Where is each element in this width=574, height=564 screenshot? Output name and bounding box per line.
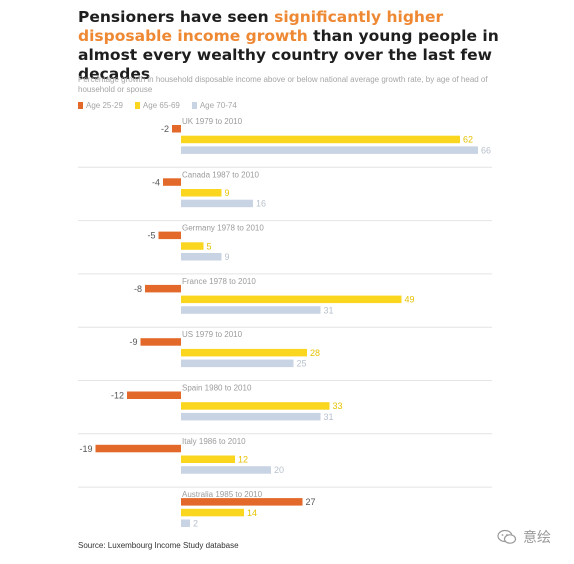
bar-age-65-69	[181, 402, 330, 410]
legend-swatch-age-70-74	[191, 101, 197, 109]
group-germany-1978-to-2010: Germany 1978 to 2010 -5 5 9	[78, 220, 492, 262]
value-label: 28	[310, 348, 320, 358]
bar-age-70-74	[181, 412, 321, 421]
category-label: Germany 1978 to 2010	[182, 224, 264, 233]
value-label: 14	[247, 508, 257, 518]
legend-item-age-70-74: Age 70-74	[191, 100, 237, 110]
value-label: 27	[306, 497, 316, 507]
group-uk-1979-to-2010: UK 1979 to 2010 -2 62 66	[161, 117, 491, 155]
bar-age-25-29	[163, 178, 181, 186]
value-label: 66	[481, 145, 491, 155]
bar-age-25-29	[140, 338, 181, 346]
value-label: 2	[193, 519, 198, 529]
value-label: 16	[256, 199, 266, 209]
legend-swatch-age-65-69	[134, 101, 140, 109]
legend: Age 25-29 Age 65-69 Age 70-74	[78, 100, 237, 110]
value-label: 25	[297, 359, 307, 369]
bar-age-65-69	[181, 348, 307, 357]
source-note: Source: Luxembourg Income Study database	[78, 541, 239, 550]
value-label: 12	[238, 455, 248, 465]
category-label: Canada 1987 to 2010	[182, 170, 260, 179]
bar-age-65-69	[181, 508, 244, 517]
legend-swatch-age-25-29	[78, 101, 83, 109]
value-label: -2	[161, 124, 169, 134]
bar-age-70-74	[181, 359, 294, 368]
value-label: 20	[274, 465, 284, 475]
bar-age-25-29	[158, 231, 181, 240]
bar-age-65-69	[181, 455, 235, 463]
bar-age-70-74	[181, 519, 190, 527]
category-label: US 1979 to 2010	[182, 330, 243, 339]
value-label: 5	[207, 241, 212, 251]
value-label: 33	[333, 401, 343, 411]
chart-subtitle: Percentage growth in household disposabl…	[78, 75, 488, 94]
value-label: -12	[111, 391, 124, 401]
title-highlight: significantly higher disposable income g…	[78, 8, 444, 45]
chart-title: Pensioners have seen significantly highe…	[78, 8, 538, 84]
legend-item-age-65-69: Age 65-69	[134, 100, 180, 110]
bar-age-65-69	[181, 189, 222, 197]
group-italy-1986-to-2010: Italy 1986 to 2010 -19 12 20	[78, 433, 492, 475]
group-canada-1987-to-2010: Canada 1987 to 2010 -4 9 16	[78, 166, 492, 209]
bar-age-70-74	[181, 199, 253, 208]
legend-label-age-65-69: Age 65-69	[142, 100, 180, 110]
bar-age-65-69	[181, 242, 204, 250]
title-text-2: than young people in almost every wealth…	[78, 27, 499, 83]
bar-age-65-69	[181, 295, 402, 304]
bar-age-25-29	[172, 125, 181, 133]
watermark-text: 意绘	[523, 529, 551, 545]
category-label: Australia 1985 to 2010	[182, 490, 263, 499]
value-label: 31	[324, 412, 334, 422]
value-label: -8	[134, 284, 142, 294]
category-label: France 1978 to 2010	[182, 277, 256, 286]
bar-age-70-74	[181, 306, 321, 314]
category-label: Spain 1980 to 2010	[182, 384, 252, 393]
bar-age-25-29	[145, 284, 181, 293]
value-label: -4	[152, 177, 160, 187]
value-label: 31	[324, 305, 334, 315]
legend-label-age-70-74: Age 70-74	[199, 100, 237, 110]
value-label: 49	[405, 295, 415, 305]
value-label: 9	[225, 188, 230, 198]
bar-age-70-74	[181, 146, 478, 154]
value-label: 9	[225, 252, 230, 262]
value-label: -5	[147, 231, 155, 241]
legend-label-age-25-29: Age 25-29	[86, 100, 123, 110]
group-france-1978-to-2010: France 1978 to 2010 -8 49 31	[78, 273, 492, 315]
bar-age-65-69	[181, 135, 460, 144]
value-label: -19	[79, 444, 92, 454]
category-label: UK 1979 to 2010	[182, 117, 243, 126]
bar-age-25-29	[95, 444, 181, 453]
legend-item-age-25-29: Age 25-29	[78, 100, 123, 110]
wechat-icon	[497, 529, 517, 544]
group-australia-1985-to-2010: Australia 1985 to 2010 27 14 2	[78, 486, 492, 529]
bar-age-70-74	[181, 253, 222, 261]
value-label: 62	[463, 135, 473, 145]
category-label: Italy 1986 to 2010	[182, 437, 246, 446]
value-label: -9	[129, 337, 137, 347]
bar-age-25-29	[181, 498, 303, 506]
title-text-1: Pensioners have seen	[78, 8, 275, 26]
bar-age-70-74	[181, 466, 271, 474]
bar-age-25-29	[127, 391, 181, 399]
watermark: 意绘	[497, 527, 551, 547]
